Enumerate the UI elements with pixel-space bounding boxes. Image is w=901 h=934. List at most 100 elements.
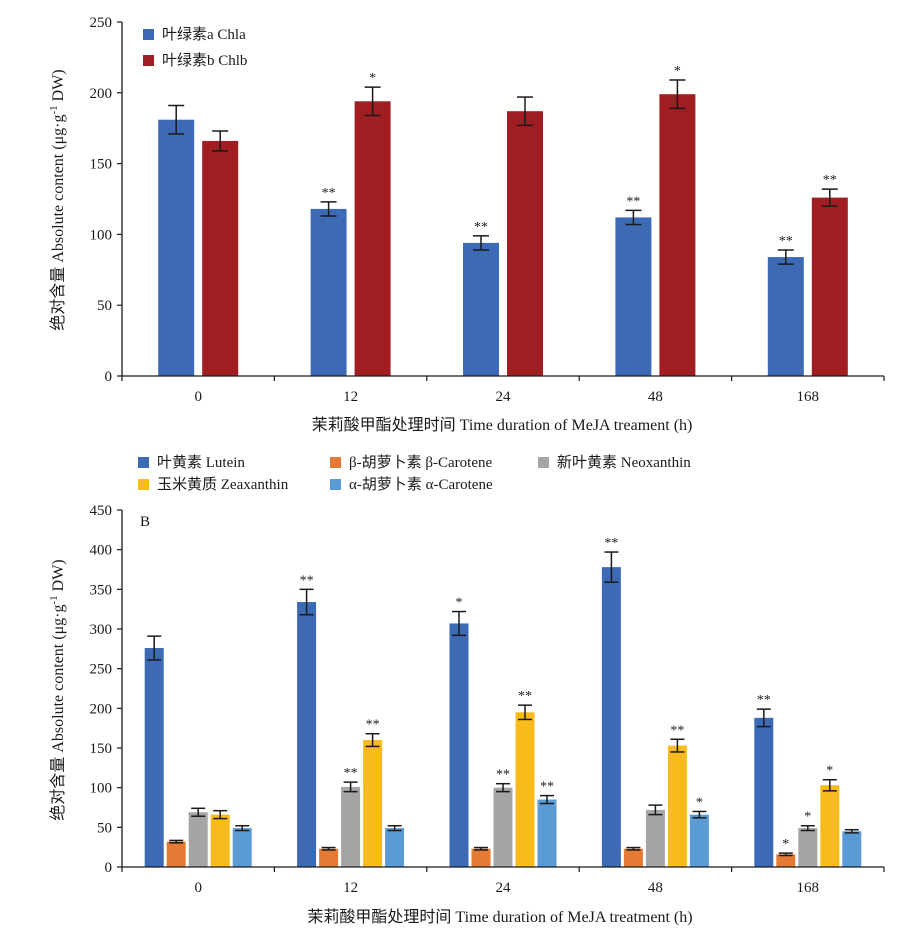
panelA-bar-s0-c3	[615, 217, 652, 376]
panel-b-label: B	[140, 514, 150, 530]
panel-b-x-axis-title: 茉莉酸甲酯处理时间 Time duration of MeJA treatmen…	[307, 908, 692, 926]
panelB-significance-s3-c2: **	[518, 689, 532, 704]
panelB-error-bar-s2-c0	[191, 807, 206, 817]
panelB-legend-swatch-3	[138, 479, 149, 490]
panelA-x-tick-label: 12	[343, 389, 358, 405]
panelB-significance-s4-c2: **	[540, 780, 554, 795]
panelB-bar-s4-c1	[385, 828, 405, 867]
panelB-legend-label-0: 叶黄素 Lutein	[157, 454, 245, 471]
panelA-x-tick-label: 0	[194, 389, 202, 405]
panelB-bar-s1-c3	[623, 848, 643, 867]
panelB-bar-s0-c3	[601, 567, 621, 867]
panelB-error-bar-s3-c2	[518, 704, 532, 721]
panelA-error-bar-s0-c1	[320, 201, 337, 217]
panelA-x-tick-label: 48	[648, 389, 663, 405]
panelB-y-tick-label: 400	[90, 543, 113, 559]
panelB-y-tick-label: 450	[90, 503, 113, 519]
panelB-x-tick-label: 0	[194, 880, 202, 896]
panelB-legend-swatch-2	[538, 457, 549, 468]
panelB-error-bar-s3-c4	[822, 778, 837, 792]
panelB-significance-s0-c3: **	[604, 536, 618, 551]
panelB-significance-s2-c1: **	[344, 766, 358, 781]
panelB-y-tick-label: 300	[90, 622, 113, 638]
panelA-bar-s1-c0	[202, 140, 239, 376]
panelB-error-bar-s3-c1	[365, 732, 380, 748]
panel-a-y-axis-title: 绝对含量 Absolute content (μg·g-1 DW)	[48, 69, 67, 330]
panelA-bar-s0-c4	[767, 257, 804, 376]
panelB-error-bar-s3-c0	[213, 809, 228, 820]
panelB-bar-s0-c2	[449, 623, 469, 867]
panelB-bar-s1-c4	[776, 854, 796, 867]
panelB-bar-s2-c4	[798, 828, 818, 867]
panel-a-bars: ********* ***	[158, 64, 848, 377]
panelB-error-bar-s1-c3	[626, 846, 641, 851]
panelB-bar-s2-c2	[493, 787, 513, 867]
panelB-y-tick-label: 200	[90, 701, 113, 717]
panelB-significance-s2-c4: *	[804, 810, 811, 825]
panelB-significance-s0-c1: **	[300, 573, 314, 588]
panelA-error-bar-s1-c1	[364, 86, 381, 117]
panelB-x-tick-label: 12	[343, 880, 358, 896]
panelA-legend-swatch-1	[143, 55, 154, 66]
chart-panel-b: ********** ************* 0501001502002503…	[48, 454, 885, 926]
panelB-bar-s3-c1	[363, 740, 383, 867]
panelB-error-bar-s1-c2	[474, 846, 488, 851]
panelB-bar-s3-c3	[667, 745, 687, 867]
panelB-legend-swatch-0	[138, 457, 149, 468]
panelB-bar-s4-c3	[689, 814, 709, 867]
panelB-error-bar-s1-c4	[778, 852, 793, 857]
panelA-legend-swatch-0	[143, 29, 154, 40]
panelA-error-bar-s0-c3	[625, 209, 642, 226]
panelB-error-bar-s4-c0	[235, 824, 250, 832]
panelB-bar-s4-c0	[232, 828, 252, 867]
panelB-error-bar-s0-c2	[452, 610, 466, 637]
panelB-bar-s2-c3	[645, 809, 665, 867]
panelB-error-bar-s3-c3	[670, 738, 685, 753]
panelB-error-bar-s4-c3	[692, 810, 707, 819]
panelA-error-bar-s0-c2	[473, 235, 489, 251]
panelA-bar-s0-c1	[310, 208, 347, 376]
panelB-significance-s4-c3: *	[696, 795, 703, 810]
panelA-significance-s0-c1: **	[322, 186, 336, 201]
panelB-significance-s0-c4: **	[757, 693, 771, 708]
panelB-y-tick-label: 350	[90, 582, 113, 598]
panelB-significance-s2-c2: **	[496, 768, 510, 783]
panelA-significance-s1-c3: *	[674, 64, 681, 79]
panelB-legend-label-3: 玉米黄质 Zeaxanthin	[157, 476, 289, 493]
panelB-bar-s1-c1	[319, 848, 339, 867]
panel-b-y-axis-title: 绝对含量 Absolute content (μg·g-1 DW)	[48, 559, 67, 820]
panelA-y-tick-label: 250	[90, 15, 113, 31]
panelB-significance-s3-c3: **	[670, 723, 684, 738]
panelB-bar-s0-c1	[297, 602, 317, 867]
panelA-y-tick-label: 50	[97, 298, 112, 314]
panelA-x-tick-label: 24	[496, 389, 512, 405]
panelA-legend-label-1: 叶绿素b Chlb	[162, 52, 247, 69]
panelA-significance-s1-c1: *	[369, 71, 376, 86]
panelA-error-bar-s0-c4	[777, 249, 794, 265]
panelB-legend-swatch-4	[330, 479, 341, 490]
panelB-error-bar-s0-c1	[299, 588, 314, 616]
panelB-error-bar-s2-c2	[496, 782, 510, 793]
panelB-bar-s3-c2	[515, 712, 535, 867]
panelB-legend-label-4: α-胡萝卜素 α-Carotene	[349, 476, 493, 493]
panelB-error-bar-s4-c4	[844, 828, 859, 834]
panelB-significance-s3-c4: *	[826, 764, 833, 779]
panelB-legend-label-1: β-胡萝卜素 β-Carotene	[349, 454, 492, 471]
panelB-bar-s0-c0	[144, 648, 164, 867]
panelB-x-tick-label: 24	[496, 880, 512, 896]
panelA-bar-s1-c2	[507, 111, 543, 376]
panelB-bar-s4-c4	[842, 831, 862, 867]
panelB-error-bar-s0-c3	[604, 551, 619, 583]
panelB-y-tick-label: 50	[97, 820, 112, 836]
panelB-error-bar-s0-c4	[756, 708, 771, 728]
panelB-error-bar-s4-c1	[387, 824, 402, 832]
panel-a-x-axis-title: 茉莉酸甲酯处理时间 Time duration of MeJA treament…	[312, 416, 693, 434]
panelA-error-bar-s1-c2	[517, 96, 533, 127]
panelA-bar-s0-c0	[158, 119, 195, 376]
panelA-bar-s1-c3	[659, 94, 696, 376]
panelB-bar-s2-c1	[341, 786, 361, 867]
panelB-error-bar-s1-c0	[169, 839, 184, 844]
panelB-bar-s1-c0	[166, 841, 186, 867]
